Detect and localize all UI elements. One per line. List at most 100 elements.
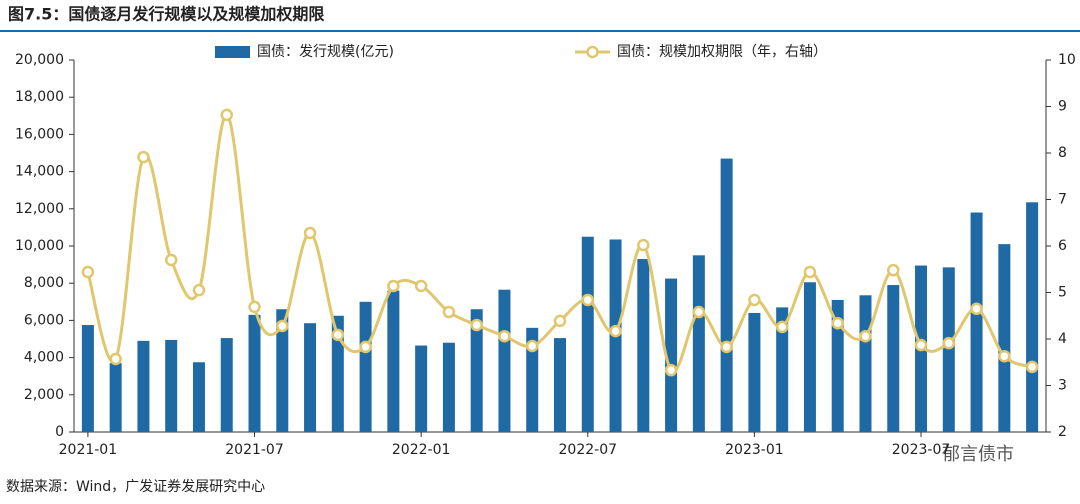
- line-marker: [192, 283, 206, 297]
- x-tick-label: 2022-01: [392, 442, 451, 458]
- bar: [942, 267, 955, 432]
- line-marker: [887, 263, 900, 277]
- bar: [776, 307, 789, 432]
- line-marker: [387, 279, 400, 293]
- y2-tick-label: 5: [1058, 285, 1067, 301]
- y-tick-label: 20,000: [15, 52, 64, 68]
- line-marker: [998, 349, 1011, 363]
- y2-tick-label: 8: [1058, 145, 1067, 161]
- line-marker: [303, 226, 317, 240]
- bar: [526, 327, 539, 432]
- y-tick-label: 8,000: [24, 275, 64, 291]
- bar: [192, 362, 205, 432]
- line-marker: [775, 320, 789, 334]
- bar: [581, 236, 594, 432]
- line-marker: [748, 293, 761, 307]
- line-marker: [414, 279, 428, 293]
- bar: [276, 309, 289, 432]
- y2-tick-label: 6: [1058, 238, 1067, 254]
- line-marker: [720, 340, 733, 354]
- line-marker: [359, 340, 372, 354]
- y2-tick-label: 2: [1058, 424, 1067, 440]
- bar: [359, 301, 372, 432]
- bar: [887, 285, 900, 432]
- y-tick-label: 0: [55, 424, 64, 440]
- bar: [248, 314, 261, 432]
- bar: [554, 338, 566, 432]
- y2-tick-label: 7: [1058, 192, 1067, 208]
- bar: [803, 282, 816, 432]
- line-marker: [1025, 360, 1039, 374]
- x-tick-label: 2023-01: [725, 442, 784, 458]
- y-tick-label: 12,000: [15, 201, 64, 217]
- bar: [831, 299, 844, 432]
- line-marker: [942, 336, 956, 350]
- line-marker: [553, 314, 567, 328]
- x-tick-label: 2021-07: [225, 442, 284, 458]
- line-marker: [859, 329, 872, 343]
- source: 数据来源：Wind，广发证券发展研究中心: [6, 479, 265, 495]
- line-marker: [664, 363, 678, 377]
- legend-label: 国债：发行规模(亿元): [257, 44, 394, 60]
- line-marker: [803, 265, 817, 279]
- bar: [1026, 202, 1039, 432]
- bar: [998, 244, 1011, 432]
- line-marker: [914, 338, 928, 352]
- watermark: 郁言债市: [942, 444, 1014, 465]
- y-tick-label: 10,000: [15, 238, 64, 254]
- y2-tick-label: 9: [1058, 99, 1067, 115]
- y-tick-label: 18,000: [15, 89, 64, 105]
- y-tick-label: 14,000: [15, 164, 64, 180]
- bar: [387, 290, 400, 432]
- line-marker: [498, 329, 511, 343]
- y-tick-label: 16,000: [15, 126, 64, 142]
- bar: [720, 158, 733, 432]
- bar: [859, 295, 872, 432]
- bar: [470, 309, 483, 432]
- line-marker: [970, 302, 983, 316]
- bar: [665, 278, 678, 432]
- y2-tick-label: 10: [1058, 52, 1076, 68]
- line-marker: [581, 293, 595, 307]
- y-tick-label: 4,000: [24, 350, 64, 366]
- y-tick-label: 2,000: [24, 387, 64, 403]
- bar: [498, 289, 511, 432]
- line-marker: [637, 238, 650, 252]
- bar: [81, 325, 94, 432]
- bar: [331, 315, 344, 432]
- x-tick-label: 2022-07: [559, 442, 618, 458]
- line-marker: [137, 150, 150, 164]
- line-marker: [831, 316, 844, 330]
- line-marker: [248, 300, 261, 314]
- bar: [109, 363, 122, 432]
- bar: [415, 345, 428, 432]
- bar: [442, 342, 455, 432]
- line-marker: [609, 324, 622, 338]
- chart-title: 图7.5：国债逐月发行规模以及规模加权期限: [8, 5, 325, 24]
- line-marker: [442, 305, 456, 319]
- line-marker: [81, 265, 95, 279]
- bar: [748, 312, 761, 432]
- line-marker: [164, 253, 178, 267]
- title-rule: [0, 30, 1080, 32]
- legend-swatch: [215, 46, 250, 58]
- line-marker: [276, 319, 289, 333]
- x-tick-label: 2021-01: [59, 442, 118, 458]
- y2-tick-label: 4: [1058, 331, 1067, 347]
- bar: [637, 259, 650, 432]
- line-marker: [109, 352, 122, 366]
- bar: [692, 255, 705, 432]
- bar: [970, 212, 983, 432]
- y2-tick-label: 3: [1058, 378, 1067, 394]
- line-marker: [525, 339, 539, 353]
- legend-label: 国债：规模加权期限（年，右轴）: [617, 44, 827, 60]
- line-marker: [470, 318, 483, 332]
- legend-marker: [586, 45, 599, 59]
- y-tick-label: 6,000: [24, 312, 64, 328]
- bar: [304, 323, 317, 432]
- bar: [137, 340, 150, 432]
- line-marker: [331, 328, 345, 342]
- line-marker: [220, 108, 233, 122]
- line-marker: [692, 305, 706, 319]
